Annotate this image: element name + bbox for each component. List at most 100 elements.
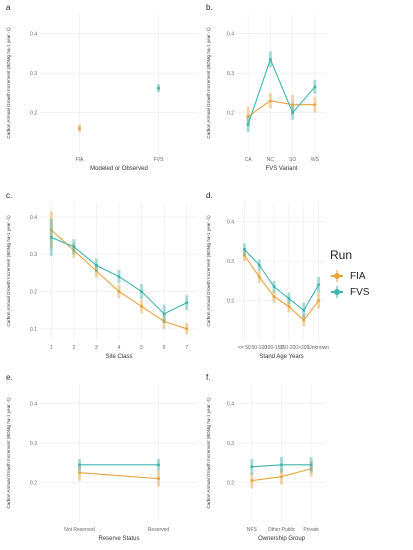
x-axis-title: Site Class bbox=[105, 354, 132, 360]
y-tick-label: 0.4 bbox=[30, 402, 37, 408]
x-tick-label: 50-100 bbox=[251, 345, 267, 351]
x-axis-title: Reserve Status bbox=[98, 536, 139, 542]
data-point-fia bbox=[287, 305, 291, 308]
data-point-fia bbox=[313, 103, 317, 107]
data-point-fvs bbox=[72, 245, 76, 249]
data-point-fia bbox=[78, 471, 81, 475]
data-point-fvs bbox=[313, 85, 317, 89]
data-point-fvs bbox=[309, 463, 313, 467]
y-tick-label: 0.2 bbox=[30, 111, 37, 117]
panel-tag: d. bbox=[206, 191, 213, 200]
x-tick-label: <= 50 bbox=[238, 345, 251, 351]
legend: Run FIA FVS bbox=[330, 248, 400, 300]
data-point-fia bbox=[157, 477, 160, 481]
data-point-fia bbox=[78, 126, 81, 130]
data-point-fia bbox=[272, 295, 276, 299]
x-axis-title: Modeled or Observed bbox=[90, 166, 148, 172]
data-point-fvs bbox=[49, 236, 53, 239]
x-tick-label: 100-150 bbox=[265, 345, 284, 351]
panel-tag: a bbox=[6, 3, 11, 12]
data-point-fvs bbox=[250, 465, 254, 469]
legend-label-fvs: FVS bbox=[350, 286, 370, 298]
data-point-fvs bbox=[78, 463, 81, 467]
x-tick-label: NC bbox=[267, 157, 275, 163]
data-point-fvs bbox=[117, 275, 121, 278]
data-point-fia bbox=[250, 479, 254, 482]
y-axis-title: Carbon Annual Growth Increment (BDMg ha-… bbox=[206, 215, 211, 327]
panel-e-chart: e. 0.2 0.3 0.4 Not Reserved Reserved Reserve S… bbox=[6, 373, 198, 542]
data-point-fia bbox=[140, 305, 143, 308]
y-axis-title: Carbon Annual Growth Increment (BDMg ha-… bbox=[6, 397, 11, 509]
data-point-fia bbox=[268, 99, 272, 103]
series-line-fia bbox=[243, 254, 320, 322]
data-point-fia bbox=[246, 115, 250, 118]
y-tick-label: 0.2 bbox=[30, 290, 37, 296]
x-tick-label: 6 bbox=[163, 345, 166, 351]
data-point-fia bbox=[302, 318, 306, 322]
legend-title: Run bbox=[330, 248, 353, 262]
series-line-fvs bbox=[244, 248, 320, 312]
y-tick-label: 0.4 bbox=[227, 32, 234, 38]
y-axis-title: Carbon Annual Growth Increment (BDMg ha-… bbox=[6, 27, 11, 139]
data-point-fvs bbox=[302, 309, 306, 312]
data-point-fvs bbox=[243, 247, 246, 251]
y-tick-label: 0.4 bbox=[30, 32, 37, 38]
y-tick-label: 0.3 bbox=[30, 252, 37, 258]
panel-b-chart: b. 0.2 0.3 0.4 CA NC SO WS FVS Variant Carbon Ann… bbox=[206, 3, 326, 172]
y-axis-title: Carbon Annual Growth Increment (BDMg ha-… bbox=[6, 215, 11, 327]
x-tick-label: FIA bbox=[76, 157, 84, 163]
data-point-fia bbox=[49, 228, 53, 232]
data-point-fia bbox=[72, 249, 76, 252]
panel-f-chart: f. 0.2 0.3 0.4 NFS Other Public Private Ownersh… bbox=[206, 373, 326, 542]
data-point-fvs bbox=[272, 285, 276, 289]
data-point-fvs bbox=[95, 264, 98, 267]
y-tick-label: 0.4 bbox=[227, 402, 234, 408]
y-tick-label: 0.3 bbox=[30, 441, 37, 447]
data-point-fia bbox=[95, 269, 98, 273]
legend-item-fvs: FVS bbox=[330, 284, 400, 300]
x-tick-label: 4 bbox=[118, 345, 121, 351]
x-tick-label: 150-200 bbox=[280, 345, 299, 351]
x-tick-label: 1 bbox=[50, 345, 53, 351]
y-tick-label: 0.2 bbox=[227, 299, 234, 305]
data-point-fvs bbox=[317, 283, 320, 287]
data-point-fvs bbox=[140, 290, 143, 293]
panel-c-chart: c. 0.1 0.2 0.3 0.4 1 2 3 4 5 6 7 Site Class Carbon An… bbox=[6, 191, 198, 360]
legend-label-fia: FIA bbox=[350, 270, 366, 282]
x-tick-label: Private bbox=[303, 527, 319, 533]
data-point-fia bbox=[117, 290, 121, 293]
x-tick-label: 7 bbox=[185, 345, 188, 351]
data-point-fvs bbox=[280, 463, 283, 467]
data-point-fia bbox=[257, 275, 261, 279]
legend-item-fia: FIA bbox=[330, 268, 400, 284]
y-axis-title: Carbon Annual Growth Increment (BDMg ha-… bbox=[206, 397, 211, 509]
y-tick-label: 0.3 bbox=[227, 71, 234, 77]
panel-tag: e. bbox=[6, 373, 13, 382]
legend-key-fia bbox=[330, 269, 344, 283]
y-tick-label: 0.3 bbox=[30, 71, 37, 77]
data-point-fvs bbox=[257, 263, 261, 267]
y-tick-label: 0.2 bbox=[227, 481, 234, 487]
data-point-fia bbox=[309, 467, 313, 471]
data-point-fvs bbox=[157, 86, 160, 90]
data-point-fvs bbox=[287, 297, 291, 300]
legend-key-fvs bbox=[330, 285, 344, 299]
x-tick-label: >200 bbox=[298, 345, 309, 351]
x-tick-label: 2 bbox=[72, 345, 75, 351]
x-tick-label: 3 bbox=[95, 345, 98, 351]
panel-tag: c. bbox=[6, 191, 12, 200]
y-axis-title: Carbon Annual Growth Increment (BDMg ha-… bbox=[206, 27, 211, 139]
x-tick-label: WS bbox=[311, 157, 320, 163]
x-tick-label: Other Public bbox=[268, 527, 296, 533]
y-tick-label: 0.3 bbox=[227, 441, 234, 447]
series-line-fia bbox=[79, 472, 159, 480]
panel-tag: f. bbox=[206, 373, 210, 382]
x-axis-title: Stand Age Years bbox=[259, 354, 303, 360]
x-tick-label: CA bbox=[245, 157, 253, 163]
y-tick-label: 0.2 bbox=[227, 111, 234, 117]
panel-a-chart: a 0.2 0.3 0.4 FIA FVS Modeled or Observed Carbo… bbox=[6, 3, 198, 172]
series-line-fia bbox=[247, 100, 315, 117]
y-tick-label: 0.3 bbox=[227, 259, 234, 265]
